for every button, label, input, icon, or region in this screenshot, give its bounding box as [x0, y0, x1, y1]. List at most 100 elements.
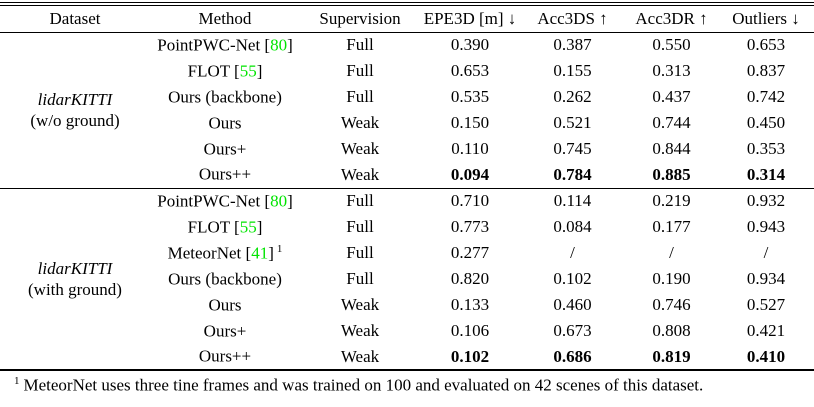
acc3dr-cell: 0.550: [652, 35, 691, 55]
dataset-name: lidarKITTI: [37, 90, 113, 109]
acc3dr-cell: /: [669, 243, 674, 262]
supervision-cell: Weak: [340, 164, 380, 184]
epe3d-cell: 0.820: [450, 269, 490, 288]
footnote-marker: 1: [14, 375, 20, 387]
epe3d-cell: 0.133: [450, 295, 490, 314]
acc3ds-cell: /: [570, 243, 575, 262]
table-footnote: 1 MeteorNet uses three tine frames and wa…: [0, 371, 814, 396]
method-name: Ours++: [198, 346, 252, 366]
column-header-outliers: Outliers ↓: [732, 8, 800, 28]
outliers-cell: 0.421: [746, 321, 786, 340]
table-row: Ours++ Weak 0.094 0.784 0.885 0.314: [0, 162, 814, 188]
method-name-end: ]: [256, 217, 263, 237]
table-row: FLOT [55] Full 0.773 0.084 0.177 0.943: [0, 214, 814, 240]
method-cell: Ours++: [150, 162, 300, 188]
outliers-cell: 0.943: [746, 217, 786, 236]
supervision-cell: Full: [346, 269, 374, 288]
method-name: PointPWC-Net [: [157, 191, 271, 211]
table-row: Ours (backbone) Full 0.535 0.262 0.437 0…: [0, 84, 814, 110]
acc3dr-cell: 0.219: [652, 191, 691, 211]
outliers-cell: 0.653: [746, 35, 786, 55]
column-header-method: Method: [198, 8, 252, 28]
acc3dr-cell: 0.190: [652, 269, 691, 288]
epe3d-cell: 0.106: [450, 321, 490, 340]
epe3d-cell: 0.150: [450, 113, 490, 132]
method-name-end: ]: [268, 243, 274, 263]
method-cell: Ours (backbone): [150, 266, 300, 292]
column-header-acc3ds: Acc3DS ↑: [537, 8, 608, 28]
supervision-cell: Weak: [340, 295, 380, 314]
epe3d-cell: 0.773: [450, 217, 490, 236]
acc3ds-cell: 0.521: [553, 113, 592, 132]
acc3ds-cell: 0.114: [553, 191, 592, 211]
acc3ds-cell: 0.387: [553, 35, 592, 55]
method-name: Ours++: [198, 165, 252, 185]
column-header-epe3d: EPE3D [m] ↓: [423, 8, 517, 28]
method-name-end: ]: [287, 35, 293, 55]
dataset-label-with-ground: lidarKITTI (with ground): [0, 188, 150, 370]
citation-ref: 80: [270, 35, 288, 55]
method-cell: PointPWC-Net [80]: [150, 32, 300, 58]
table-row: Ours+ Weak 0.106 0.673 0.808 0.421: [0, 318, 814, 344]
acc3ds-cell: 0.155: [553, 61, 592, 80]
table-row: lidarKITTI (w/o ground) PointPWC-Net [80…: [0, 32, 814, 130]
dataset-subtitle: (with ground): [28, 279, 122, 299]
citation-ref: 55: [239, 61, 257, 81]
outliers-cell: 0.934: [746, 269, 786, 288]
table-row: Ours++ Weak 0.102 0.686 0.819 0.410: [0, 344, 814, 370]
citation-ref: 80: [270, 191, 288, 211]
table-row: MeteorNet [41] 1 Full 0.277 / / /: [0, 240, 814, 266]
acc3ds-cell: 0.102: [553, 269, 592, 288]
column-header-supervision: Supervision: [319, 8, 401, 28]
outliers-cell: 0.450: [746, 113, 786, 132]
group-with-ground: lidarKITTI (with ground) PointPWC-Net [8…: [0, 188, 814, 370]
method-name: Ours+: [203, 321, 247, 341]
acc3dr-cell: 0.177: [652, 217, 691, 236]
acc3dr-cell: 0.746: [652, 295, 691, 314]
acc3ds-cell: 0.745: [553, 139, 592, 158]
outliers-cell: 0.837: [746, 61, 786, 80]
epe3d-cell: 0.653: [450, 61, 490, 80]
table-row: Ours+ Weak 0.110 0.745 0.844 0.353: [0, 136, 814, 162]
supervision-cell: Full: [346, 87, 374, 106]
footnote-text: MeteorNet uses three tine frames and was…: [23, 375, 704, 395]
epe3d-cell: 0.535: [450, 87, 490, 106]
table-row: lidarKITTI (with ground) PointPWC-Net [8…: [0, 188, 814, 299]
acc3ds-cell: 0.262: [553, 87, 592, 106]
method-name-end: ]: [256, 61, 263, 81]
column-header-dataset: Dataset: [49, 8, 101, 28]
acc3dr-cell: 0.808: [652, 321, 691, 340]
method-footnote-marker: 1: [276, 242, 283, 255]
method-cell: PointPWC-Net [80]: [150, 188, 300, 214]
method-cell: Ours (backbone): [150, 84, 300, 110]
table-row: Ours (backbone) Full 0.820 0.102 0.190 0…: [0, 266, 814, 292]
epe3d-cell: 0.710: [450, 191, 490, 211]
epe3d-cell: 0.094: [450, 164, 490, 184]
acc3ds-cell: 0.084: [553, 217, 592, 236]
citation-ref: 55: [239, 217, 257, 237]
group-wo-ground: lidarKITTI (w/o ground) PointPWC-Net [80…: [0, 32, 814, 188]
outliers-cell: 0.527: [746, 295, 786, 314]
supervision-cell: Full: [346, 35, 374, 55]
acc3ds-cell: 0.460: [553, 295, 592, 314]
supervision-cell: Full: [346, 243, 374, 262]
results-table: Dataset Method Supervision EPE3D [m] ↓ A…: [0, 6, 814, 371]
outliers-cell: 0.410: [746, 346, 786, 366]
outliers-cell: /: [763, 243, 769, 262]
method-cell: FLOT [55]: [150, 58, 300, 84]
outliers-cell: 0.742: [746, 87, 786, 106]
method-cell: FLOT [55]: [150, 214, 300, 240]
acc3dr-cell: 0.844: [652, 139, 691, 158]
method-name: MeteorNet [: [167, 243, 252, 263]
epe3d-cell: 0.102: [450, 346, 490, 366]
method-name: FLOT [: [187, 61, 240, 81]
top-double-rule: [0, 2, 814, 6]
acc3dr-cell: 0.744: [652, 113, 691, 132]
method-name: Ours: [208, 113, 242, 133]
method-cell: Ours: [150, 110, 300, 136]
citation-ref: 41: [251, 243, 269, 263]
column-header-acc3dr: Acc3DR ↑: [635, 8, 708, 28]
table-row: Ours Weak 0.133 0.460 0.746 0.527: [0, 292, 814, 318]
method-cell: Ours+: [150, 318, 300, 344]
